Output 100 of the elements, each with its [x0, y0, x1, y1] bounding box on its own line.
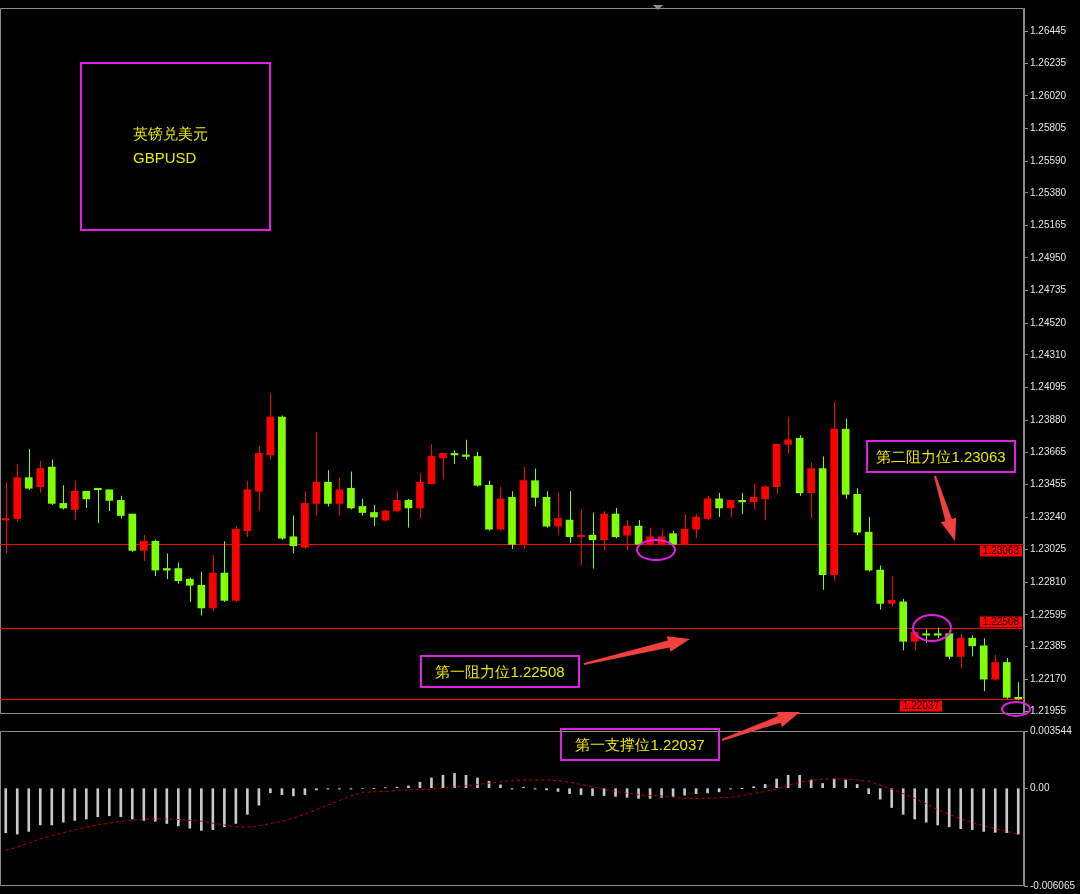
y-tick-label: 1.23025 — [1030, 543, 1067, 555]
bar — [476, 777, 479, 788]
text: 英镑兑美元 — [133, 124, 209, 144]
y-tick-label: 1.22595 — [1030, 608, 1067, 620]
y-tick-label: 1.26020 — [1030, 89, 1067, 101]
ref-line-label: 1.23063 — [982, 544, 1020, 556]
bar — [15, 788, 19, 835]
bar — [867, 788, 870, 794]
ref-line-label: 1.22037 — [902, 699, 940, 711]
candlestick — [611, 507, 620, 539]
y-tick-label: 1.24735 — [1030, 284, 1067, 296]
y-tick-label: 0.003544 — [1030, 724, 1073, 736]
bar — [269, 788, 272, 794]
candlestick — [59, 484, 68, 510]
bar — [84, 788, 88, 820]
bar — [959, 788, 963, 829]
y-tick-label: 1.24310 — [1030, 348, 1067, 360]
candlestick — [393, 490, 401, 513]
y-tick-label: 1.24520 — [1030, 316, 1067, 328]
candlestick — [335, 477, 344, 517]
y-tick-label: 1.24095 — [1030, 381, 1067, 393]
bar — [107, 788, 111, 817]
bar — [913, 788, 917, 820]
candlestick — [370, 504, 378, 527]
bar — [775, 778, 778, 788]
bar — [38, 788, 42, 826]
bar — [614, 788, 617, 797]
candlestick — [761, 484, 769, 521]
y-tick-label: 1.23880 — [1030, 413, 1067, 425]
bar — [177, 788, 180, 827]
bar — [50, 788, 54, 826]
candlestick — [116, 495, 125, 520]
bar — [292, 788, 295, 797]
bar — [821, 783, 824, 788]
bar — [453, 773, 456, 788]
bar — [119, 788, 123, 818]
candlestick — [163, 552, 171, 580]
bar — [878, 788, 882, 800]
bar — [591, 788, 594, 796]
y-tick-label: 1.22170 — [1030, 672, 1067, 684]
candlestick — [289, 515, 298, 554]
bar — [200, 788, 203, 831]
candlestick — [186, 577, 194, 603]
bar — [96, 788, 100, 818]
candlestick — [347, 471, 355, 510]
ref-line-label: 1.22508 — [982, 615, 1020, 627]
bar — [499, 784, 502, 788]
candlestick — [738, 492, 746, 515]
candlestick — [105, 489, 114, 512]
candlestick — [531, 468, 539, 507]
annotation: 第一支撑位1.22037 — [560, 728, 720, 761]
y-tick-label: 1.26235 — [1030, 57, 1067, 69]
y-tick-label: 1.25165 — [1030, 219, 1067, 231]
candlestick — [24, 448, 33, 491]
y-tick-label: 1.26445 — [1030, 25, 1067, 37]
bar — [407, 785, 410, 788]
y-tick-label: 1.23455 — [1030, 478, 1067, 490]
bar — [27, 788, 31, 832]
candlestick — [324, 469, 332, 507]
annotation: 第一阻力位1.22508 — [420, 655, 580, 688]
candlestick — [93, 487, 102, 524]
candlestick — [991, 654, 1000, 682]
y-tick-label: 1.23240 — [1030, 510, 1067, 522]
bar — [637, 788, 640, 799]
candlestick — [956, 633, 965, 670]
y-tick-label: 1.22810 — [1030, 575, 1067, 587]
bar — [936, 788, 940, 826]
candlestick — [703, 495, 712, 521]
bar — [1016, 788, 1020, 835]
candlestick — [36, 460, 45, 494]
y-tick-label: 1.22385 — [1030, 640, 1067, 652]
bar — [142, 788, 146, 821]
bar — [430, 777, 433, 788]
candlestick — [692, 513, 700, 539]
y-tick-label: 1.25805 — [1030, 122, 1067, 134]
bar — [154, 788, 157, 822]
bar — [73, 788, 77, 821]
candlestick — [439, 452, 447, 480]
bar — [4, 788, 8, 834]
bar — [982, 788, 986, 832]
bar — [901, 788, 905, 815]
y-tick-label: -0.006065 — [1030, 879, 1076, 891]
y-tick-label: 1.23665 — [1030, 446, 1067, 458]
bar — [706, 788, 709, 794]
candlestick — [462, 439, 470, 460]
bar — [798, 774, 801, 788]
bar — [993, 788, 997, 833]
y-tick-label: 1.21955 — [1030, 705, 1067, 717]
bar — [1005, 788, 1009, 834]
bar — [223, 788, 226, 828]
candlestick — [968, 634, 977, 657]
bar — [130, 788, 134, 820]
y-tick-label: 1.24950 — [1030, 251, 1067, 263]
text: GBPUSD — [133, 148, 198, 168]
annotation: 第二阻力位1.23063 — [866, 440, 1016, 473]
candlestick — [197, 571, 206, 617]
candlestick — [784, 416, 792, 454]
candlestick — [1014, 681, 1023, 701]
candlestick — [554, 492, 562, 536]
bar — [246, 788, 249, 815]
